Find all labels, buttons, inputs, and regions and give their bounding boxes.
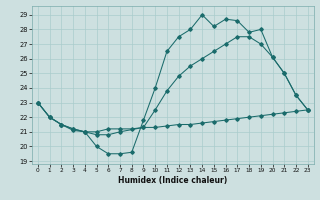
X-axis label: Humidex (Indice chaleur): Humidex (Indice chaleur) (118, 176, 228, 185)
